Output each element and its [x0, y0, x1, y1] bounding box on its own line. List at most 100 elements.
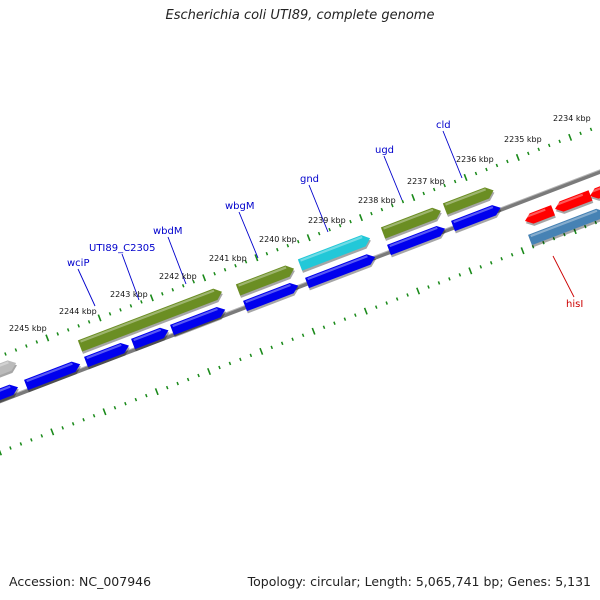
tick-mark — [87, 320, 91, 324]
tick-mark — [35, 340, 39, 344]
gene-arrow-body — [84, 342, 129, 368]
scale-label: 2241 kbp — [209, 254, 247, 263]
gene-arrow-body — [131, 327, 169, 350]
tick-mark — [328, 227, 331, 232]
gene-label-line — [552, 255, 575, 298]
tick-mark — [197, 373, 200, 378]
gene-arrow-highlight — [86, 343, 122, 360]
tick-mark — [154, 388, 159, 396]
tick-mark — [370, 211, 373, 216]
gene-arrow — [305, 254, 377, 291]
gene-arrow-body — [305, 254, 376, 289]
gene-label-line — [167, 236, 187, 285]
tick-mark — [171, 288, 175, 292]
gene-arrow-body — [235, 265, 295, 296]
gene-arrow-highlight — [530, 209, 598, 238]
tick-mark — [56, 332, 60, 336]
tick-mark — [568, 133, 573, 141]
tick-mark — [563, 232, 566, 237]
tick-mark — [291, 337, 294, 342]
tick-mark — [500, 257, 503, 261]
tick-mark — [579, 131, 582, 136]
gene-arrow-body — [555, 190, 593, 212]
tick-mark — [479, 265, 483, 269]
tick-mark — [181, 284, 185, 288]
tick-mark — [422, 191, 426, 196]
tick-mark — [391, 203, 394, 208]
gene-label-line — [238, 211, 259, 259]
gene-label: cld — [436, 120, 451, 131]
tick-mark — [385, 301, 388, 305]
tick-mark — [0, 449, 2, 456]
gene-arrow-body — [442, 187, 494, 215]
tick-mark — [213, 271, 216, 276]
scale-label: 2245 kbp — [9, 324, 47, 333]
tick-mark — [401, 199, 405, 204]
gene-arrow-highlight — [389, 226, 438, 248]
tick-mark — [594, 220, 598, 225]
tick-mark — [296, 239, 300, 244]
tick-mark — [311, 327, 316, 335]
gene-arrow — [590, 186, 600, 201]
tick-mark — [108, 312, 112, 316]
tick-mark — [14, 348, 18, 352]
gene-arrow-body — [0, 384, 19, 401]
gene-arrow-highlight — [555, 193, 584, 207]
tick-mark — [495, 163, 499, 168]
tick-mark — [161, 292, 164, 296]
gene-arrow — [387, 225, 446, 258]
gene-arrow — [0, 384, 19, 403]
tick-mark — [280, 341, 284, 346]
gene-arrow-highlight — [238, 266, 287, 287]
gene-arrow-highlight — [590, 187, 600, 194]
scale-label: 2234 kbp — [553, 114, 591, 123]
tick-mark — [395, 297, 399, 301]
genome-title: Escherichia coli UTI89, complete genome — [165, 8, 435, 23]
dotted-ticks-lower — [0, 220, 598, 456]
gene-arrow-body — [0, 360, 17, 376]
tick-mark — [463, 173, 468, 182]
gene-label-line — [121, 253, 140, 301]
tick-mark — [515, 153, 520, 161]
tick-mark — [265, 251, 269, 256]
tick-mark — [520, 247, 525, 255]
tick-mark — [333, 321, 336, 325]
scale-labels: 2234 kbp 2235 kbp 2236 kbp 2237 kbp 2238 kbp… — [9, 114, 591, 333]
tick-mark — [527, 151, 530, 156]
tick-mark — [129, 304, 133, 308]
gene-labels: cld ugd gnd wbgM wbdM UTI89_C2305 wciP hisI — [67, 120, 583, 310]
tick-mark — [542, 240, 545, 245]
gene-arrow — [380, 207, 442, 241]
tick-mark — [468, 267, 473, 275]
scale-label: 2235 kbp — [504, 135, 542, 144]
tick-mark — [474, 171, 478, 176]
tick-mark — [113, 405, 117, 410]
gene-label-line — [77, 268, 96, 307]
gene-label: hisI — [566, 299, 583, 310]
tick-mark — [406, 293, 409, 297]
tick-mark — [584, 224, 587, 229]
tick-mark — [453, 179, 457, 184]
tick-mark — [192, 280, 195, 284]
gene-arrows — [0, 186, 600, 403]
tick-mark — [489, 261, 493, 265]
tick-mark — [276, 247, 279, 252]
tick-mark — [249, 353, 253, 358]
gene-arrow — [555, 190, 594, 214]
gene-arrow-body — [297, 235, 371, 271]
tick-mark — [234, 263, 237, 268]
tick-mark — [223, 267, 227, 272]
gene-arrow — [243, 283, 300, 314]
tick-mark — [506, 159, 509, 164]
gene-arrow — [131, 327, 170, 352]
gene-arrow-highlight — [445, 188, 487, 206]
gene-arrow-body — [525, 205, 555, 224]
gene-label: ugd — [375, 145, 394, 156]
tick-mark — [4, 352, 7, 356]
gene-label-line — [442, 130, 463, 179]
tick-mark — [145, 393, 148, 398]
genome-summary-text: Topology: circular; Length: 5,065,741 bp… — [247, 574, 591, 589]
tick-mark — [165, 385, 169, 390]
tick-mark — [176, 381, 179, 386]
